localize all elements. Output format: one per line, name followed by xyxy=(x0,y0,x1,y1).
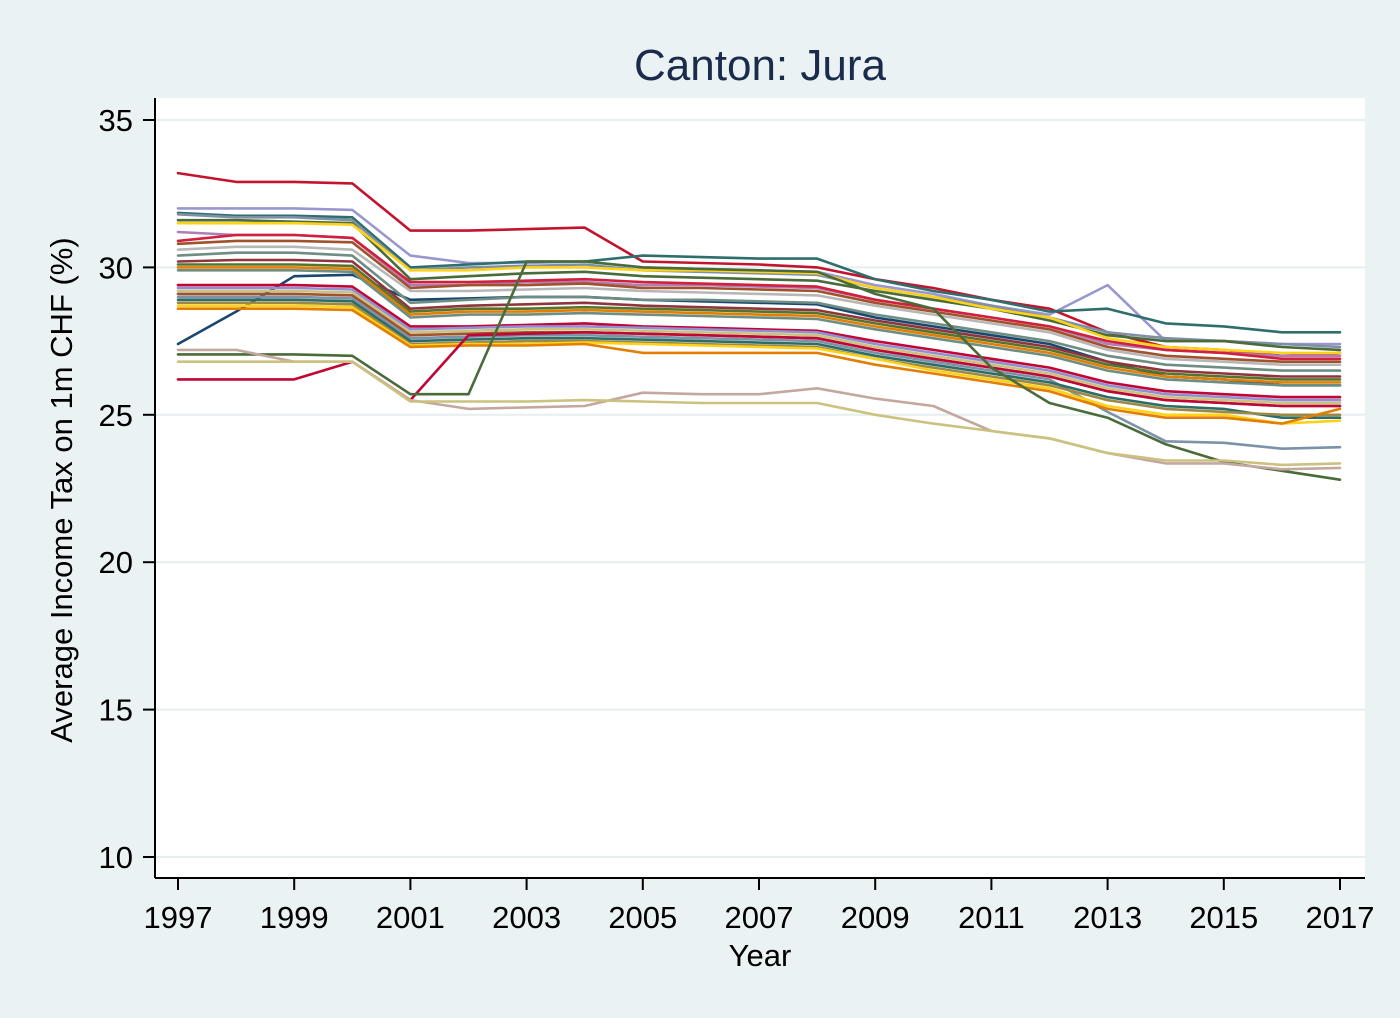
plot-area xyxy=(155,98,1365,878)
x-tick-label: 2001 xyxy=(376,900,445,935)
x-tick-label: 2017 xyxy=(1306,900,1375,935)
y-tick-label: 30 xyxy=(99,250,133,285)
x-axis-label: Year xyxy=(729,938,792,973)
series-line-24 xyxy=(176,304,1342,425)
y-tick-label: 15 xyxy=(99,693,133,728)
series-line-23 xyxy=(176,301,1342,417)
y-axis-label: Average Income Tax on 1m CHF (%) xyxy=(44,237,79,742)
series-line-6 xyxy=(176,221,1342,355)
x-tick-label: 2007 xyxy=(725,900,794,935)
series-line-4 xyxy=(176,213,1342,349)
x-tick-label: 1997 xyxy=(144,900,213,935)
x-tick-label: 2003 xyxy=(492,900,561,935)
series-line-16 xyxy=(176,268,1342,387)
series-line-10 xyxy=(176,245,1342,367)
series-line-18 xyxy=(176,286,1342,402)
series-line-12 xyxy=(176,251,1342,372)
chart-title: Canton: Jura xyxy=(634,41,886,90)
y-tick-label: 35 xyxy=(99,103,133,138)
series-line-5 xyxy=(176,218,1342,352)
grid-lines xyxy=(155,119,1365,858)
series-line-3 xyxy=(176,211,1342,334)
x-tick-label: 2009 xyxy=(841,900,910,935)
series-line-17 xyxy=(176,283,1342,399)
series-line-9 xyxy=(176,239,1342,364)
series-line-1 xyxy=(176,171,1342,358)
y-tick-label: 25 xyxy=(99,398,133,433)
x-tick-label: 2013 xyxy=(1073,900,1142,935)
series-line-29 xyxy=(176,360,1342,467)
x-tick-label: 2011 xyxy=(958,900,1025,935)
x-tick-label: 2015 xyxy=(1189,900,1258,935)
axes: 10 15 20 25 30 35 1997 1999 2001 2003 2005 2007 2009… xyxy=(99,98,1375,935)
series-line-21 xyxy=(176,295,1342,451)
series-line-15 xyxy=(176,266,1342,384)
y-tick-label: 20 xyxy=(99,545,133,580)
y-tick-label: 10 xyxy=(99,840,133,875)
series-line-27 xyxy=(176,260,1342,482)
x-tick-label: 1999 xyxy=(260,900,329,935)
series-layer xyxy=(176,171,1342,482)
series-line-19 xyxy=(176,289,1342,405)
series-line-14 xyxy=(176,263,1342,381)
series-line-13 xyxy=(176,258,1342,378)
series-line-8 xyxy=(176,233,1342,361)
x-tick-label: 2005 xyxy=(608,900,677,935)
series-line-22 xyxy=(176,298,1342,420)
series-line-25 xyxy=(176,307,1342,425)
